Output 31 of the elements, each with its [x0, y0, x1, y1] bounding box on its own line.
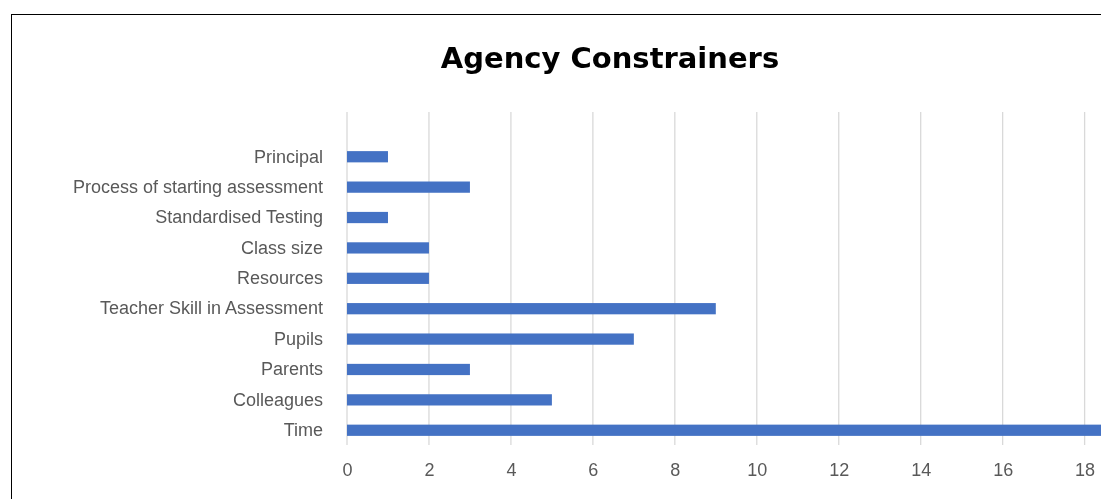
y-tick-label: Parents — [260, 359, 323, 380]
bar — [347, 333, 634, 345]
x-tick-label: 2 — [424, 459, 435, 480]
bar — [347, 394, 552, 406]
y-tick-label: Colleagues — [232, 389, 323, 410]
chart-title: Agency Constrainers — [440, 41, 780, 75]
bar — [347, 424, 1101, 436]
y-tick-label: Pupils — [273, 328, 323, 349]
x-tick-label: 8 — [670, 459, 681, 480]
x-tick-label: 12 — [829, 459, 850, 480]
bar — [347, 303, 716, 315]
x-tick-label: 14 — [911, 459, 932, 480]
bar — [347, 363, 470, 376]
x-tick-label: 6 — [588, 459, 599, 480]
y-tick-label: Process of starting assessment — [72, 176, 323, 197]
bar — [347, 151, 388, 163]
bar — [347, 272, 429, 284]
y-tick-label: Principal — [253, 146, 323, 167]
bar — [347, 211, 388, 224]
x-tick-label: 4 — [506, 459, 517, 480]
y-tick-label: Time — [283, 420, 323, 441]
bar — [347, 242, 429, 254]
y-tick-label: Class size — [240, 237, 323, 258]
x-tick-label: 0 — [342, 459, 353, 480]
y-tick-label: Standardised Testing — [155, 207, 323, 228]
y-tick-label: Teacher Skill in Assessment — [99, 298, 323, 319]
y-tick-label: Resources — [236, 268, 323, 289]
bar — [347, 181, 470, 193]
x-tick-label: 10 — [747, 459, 768, 480]
x-tick-label: 18 — [1075, 459, 1096, 480]
x-tick-label: 16 — [993, 459, 1014, 480]
